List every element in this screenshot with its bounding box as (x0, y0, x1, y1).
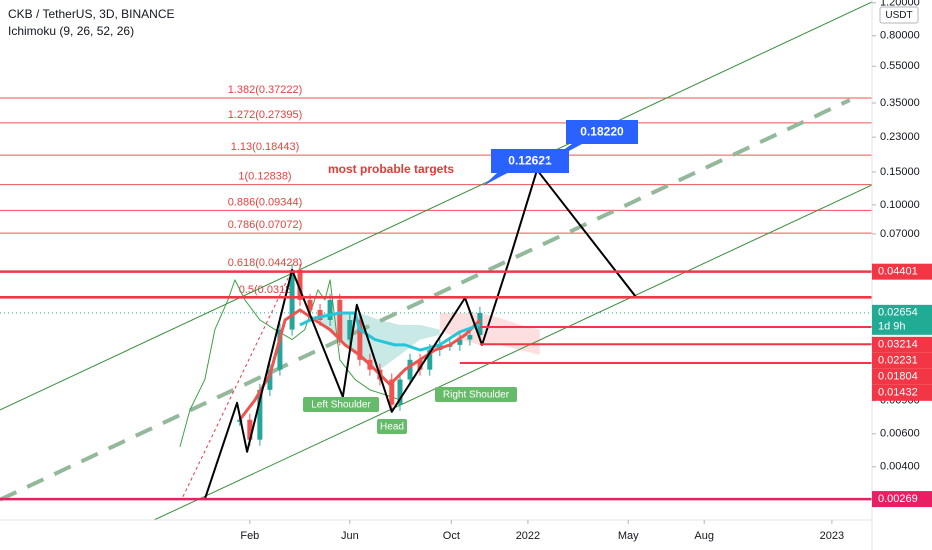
pattern-label: Left Shoulder (311, 400, 371, 411)
plot-area: 1.382(0.37222) 1.272(0.27395) 1.13(0.18443… (0, 1, 872, 520)
currency[interactable]: USDT (885, 10, 912, 21)
candle (297, 269, 303, 300)
chart-title: CKB / TetherUS, 3D, BINANCE (8, 7, 175, 21)
series-line (153, 184, 872, 520)
candle (407, 359, 413, 380)
fib-label: 0.618(0.04428) (228, 257, 303, 269)
series-line (0, 98, 851, 502)
candle (417, 359, 423, 370)
level-label: 0.01804 (878, 371, 918, 383)
callout-label: 0.12621 (508, 154, 552, 168)
candle (327, 299, 333, 321)
pattern-label-box (435, 387, 517, 402)
candle (247, 419, 253, 440)
y-tick-label: 0.00400 (880, 461, 920, 473)
x-tick-label: Jun (341, 530, 359, 542)
x-tick-label: Oct (443, 530, 460, 542)
x-tick-label: Feb (240, 530, 259, 542)
current-price-box (872, 304, 932, 335)
series-line (0, 1, 872, 411)
series-line (203, 168, 637, 500)
annotation: most probable targets (328, 162, 454, 176)
level-label: 0.02231 (878, 355, 918, 367)
pattern-label: Right Shoulder (443, 390, 510, 401)
candle (389, 379, 395, 405)
candle (257, 389, 263, 440)
candle (347, 320, 353, 340)
fib-label: 1.13(0.18443) (231, 141, 300, 153)
level-label: 0.03214 (878, 339, 918, 351)
series-line (299, 311, 481, 352)
candle (477, 312, 483, 336)
series-line (179, 279, 401, 448)
level-label-box (872, 491, 932, 508)
y-tick-label: 0.55000 (880, 60, 920, 72)
callout-box (537, 120, 638, 168)
x-tick-label: 2023 (820, 530, 844, 542)
candle (277, 329, 283, 370)
level-label-box (872, 384, 932, 401)
fib-label: 0.786(0.07072) (228, 219, 303, 231)
candle (467, 335, 473, 340)
level-label-box (872, 263, 932, 280)
x-tick-label: 2022 (516, 530, 540, 542)
pattern-label: Head (380, 422, 404, 433)
fib-label: 0.886(0.09344) (228, 196, 303, 208)
fib-label: 1.272(0.27395) (228, 109, 303, 121)
y-tick-label: 1.20000 (880, 0, 920, 9)
y-tick-label: 0.15000 (880, 166, 920, 178)
candle (457, 339, 463, 345)
y-tick-label: 0.35000 (880, 97, 920, 109)
y-tick-label: 0.00600 (880, 428, 920, 440)
candle (267, 369, 273, 390)
candle (337, 299, 343, 340)
x-tick-label: Aug (694, 530, 714, 542)
candle (427, 350, 433, 370)
callout-label: 0.18220 (580, 125, 624, 139)
level-label: 0.00269 (878, 493, 918, 505)
currency-box[interactable] (879, 6, 919, 24)
callout-box (483, 149, 569, 186)
candle (357, 320, 363, 360)
candle (289, 269, 295, 330)
y-tick-label: 0.07000 (880, 228, 920, 240)
candle (307, 299, 313, 310)
fib-label: 0.5(0.0318 (239, 284, 292, 296)
candle (397, 379, 403, 405)
fib-label: 1(0.12838) (238, 170, 291, 182)
series-line (238, 308, 481, 421)
level-label-box (872, 336, 932, 353)
level-label-box (872, 352, 932, 369)
level-label: 0.01432 (878, 387, 918, 399)
fib-label: 1.382(0.37222) (228, 84, 303, 96)
pattern-label-box (377, 419, 407, 434)
current-price-label: 0.02654 (878, 307, 918, 319)
countdown-label: 1d 9h (878, 321, 906, 333)
x-tick-label: May (618, 530, 639, 542)
y-tick-label: 0.80000 (880, 30, 920, 42)
y-tick-label: 0.23000 (880, 131, 920, 143)
pattern-label-box (303, 397, 379, 412)
indicator-label: Ichimoku (9, 26, 52, 26) (8, 24, 134, 38)
y-tick-label: 0.10000 (880, 199, 920, 211)
candle (317, 309, 323, 321)
level-label-box (872, 368, 932, 385)
level-label: 0.04401 (878, 266, 918, 278)
